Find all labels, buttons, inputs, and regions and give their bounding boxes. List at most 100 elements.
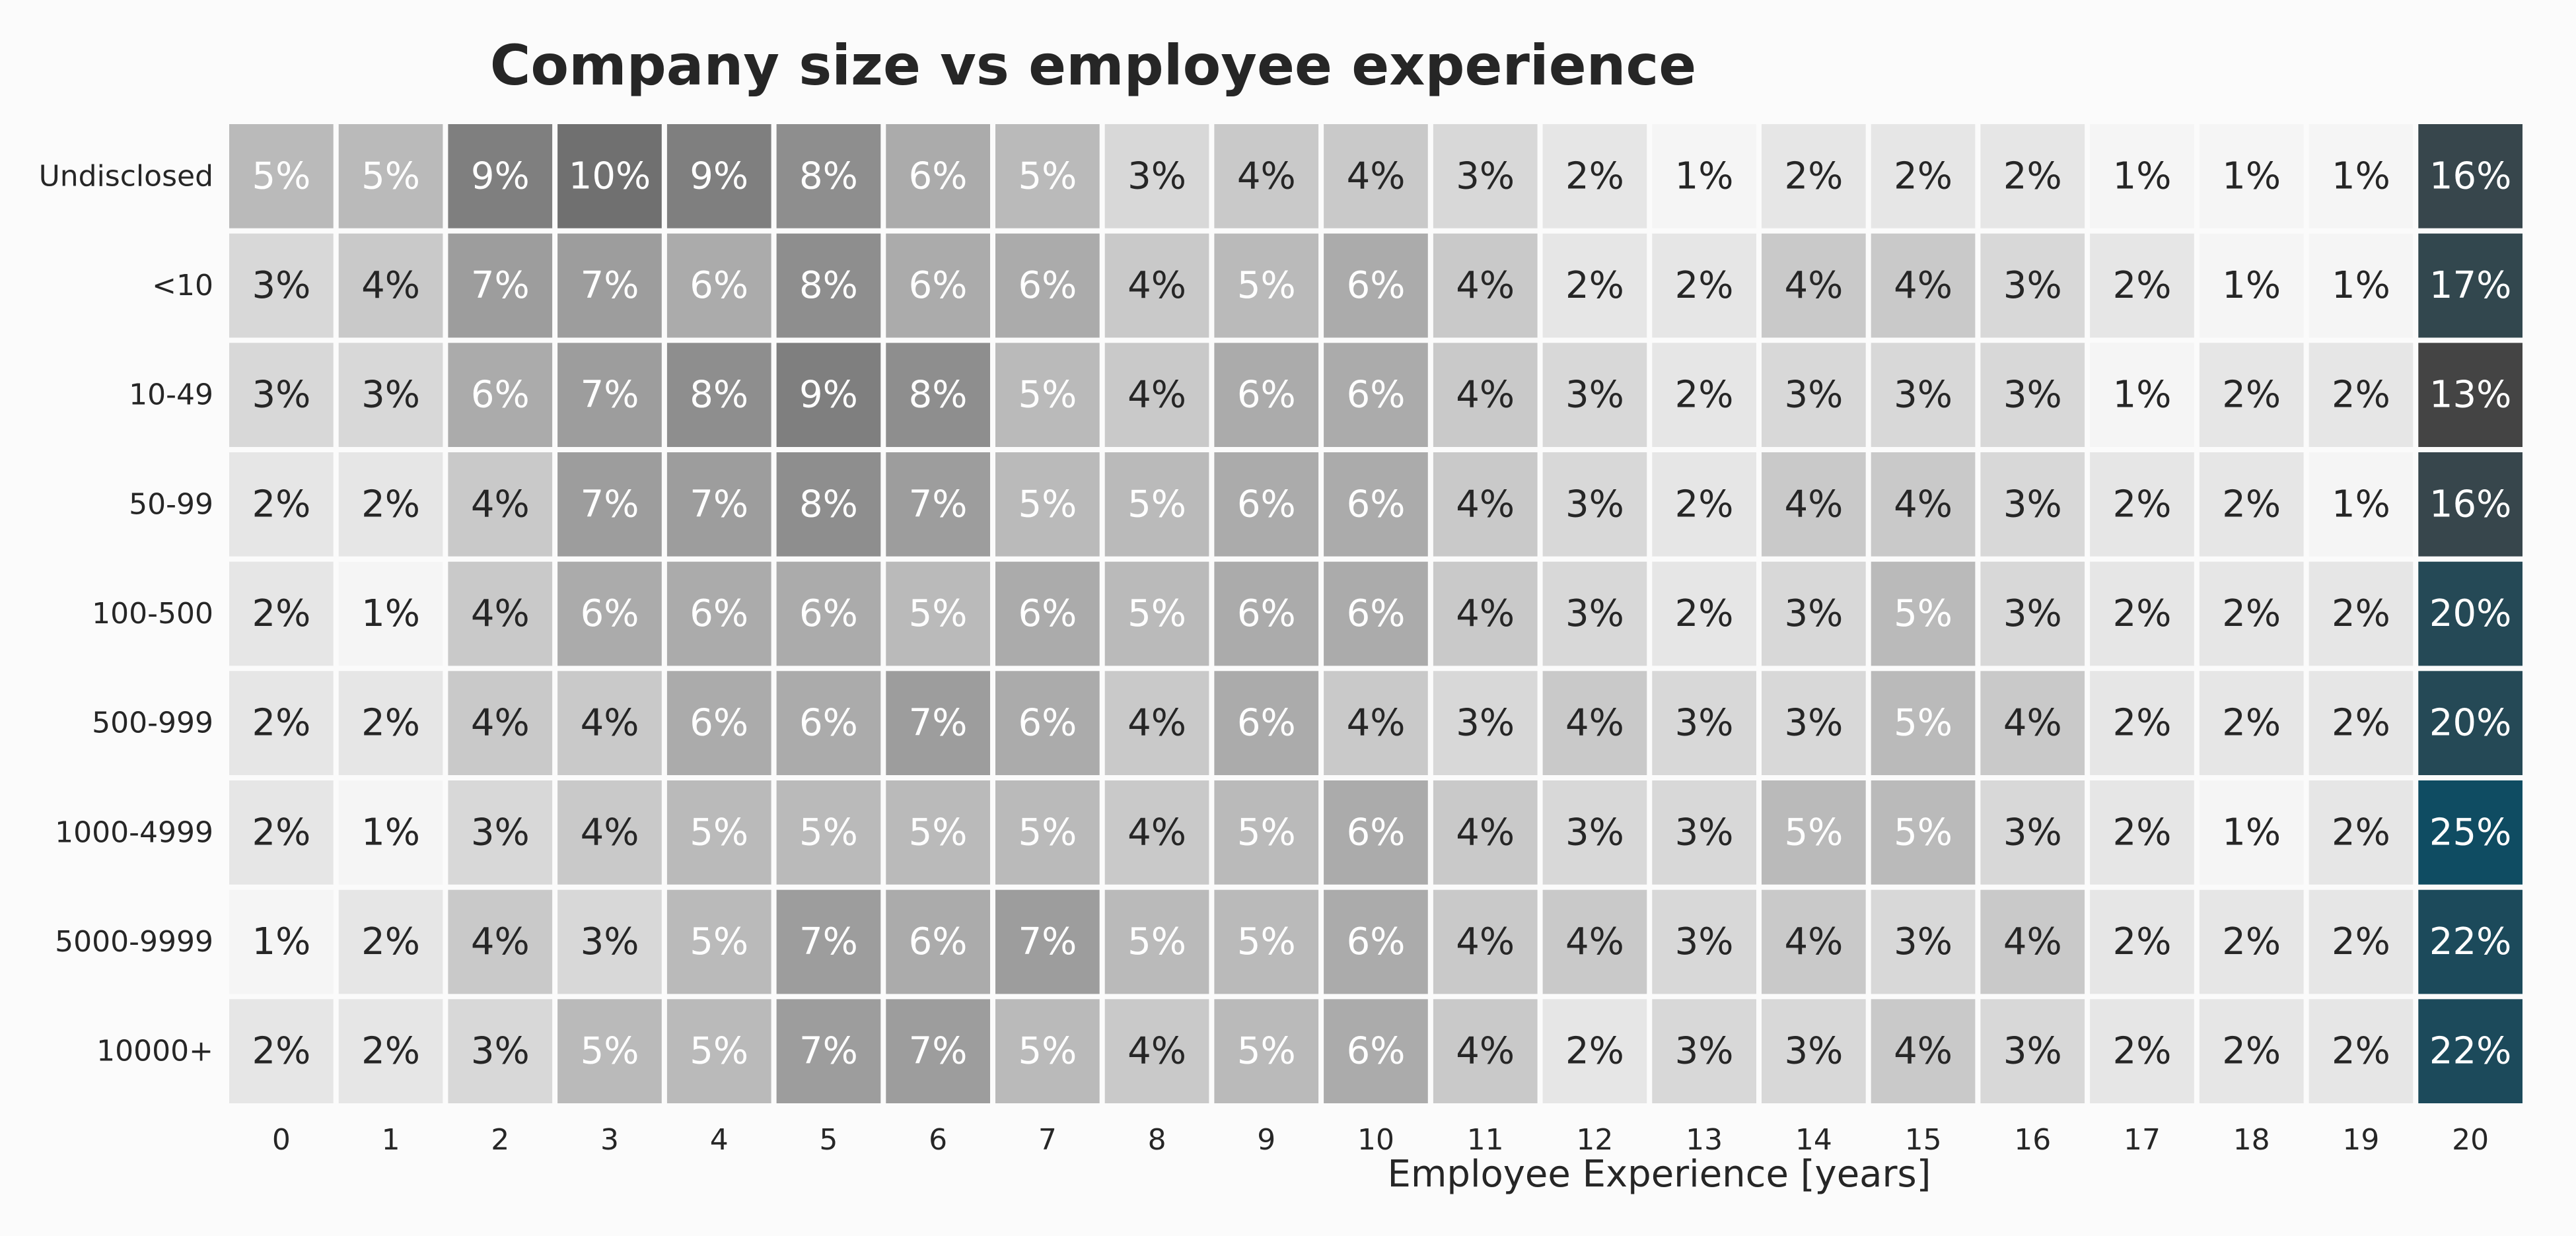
heatmap-cell	[1433, 561, 1538, 666]
heatmap-cell	[1762, 999, 1866, 1103]
heatmap-cell	[1980, 999, 2085, 1103]
cell-value-label: 3%	[361, 374, 420, 417]
cell-value-label: 2%	[2113, 920, 2172, 963]
cell-value-label: 3%	[471, 811, 530, 854]
x-tick-label: 15	[1905, 1123, 1942, 1157]
cell-value-label: 2%	[2113, 811, 2172, 854]
y-tick-label: 5000-9999	[55, 925, 213, 959]
cell-value-label: 25%	[2429, 811, 2511, 854]
heatmap-cell	[557, 343, 662, 447]
cell-value-label: 7%	[909, 483, 968, 526]
heatmap-cell	[2199, 889, 2304, 994]
heatmap-cell	[1652, 780, 1756, 885]
heatmap-cell	[1324, 889, 1428, 994]
heatmap-cell	[1542, 999, 1647, 1103]
cell-value-label: 2%	[1894, 154, 1952, 197]
cell-value-label: 1%	[2222, 264, 2281, 307]
cell-value-label: 2%	[2222, 592, 2281, 635]
cell-value-label: 3%	[2003, 811, 2062, 854]
cell-value-label: 2%	[361, 702, 420, 745]
cell-value-label: 3%	[1127, 154, 1186, 197]
heatmap-cell	[776, 233, 881, 338]
heatmap-cell	[229, 671, 334, 775]
cell-value-label: 2%	[361, 920, 420, 963]
heatmap-cell	[1542, 452, 1647, 557]
heatmap-cell	[776, 780, 881, 885]
cell-value-label: 8%	[909, 374, 968, 417]
cell-value-label: 4%	[1347, 702, 1406, 745]
cell-value-label: 4%	[2003, 702, 2062, 745]
x-axis-tick-labels: 0 1 2 3 4 5 6 7 8 9 10 11 12 13 14 15 16 17 18 19 20	[272, 1123, 2489, 1157]
cell-value-label: 7%	[909, 702, 968, 745]
x-tick-label: 18	[2233, 1123, 2270, 1157]
cell-value-label: 2%	[2222, 920, 2281, 963]
heatmap-cell	[886, 452, 990, 557]
cell-value-label: 3%	[1894, 920, 1952, 963]
heatmap-cell	[776, 671, 881, 775]
x-tick-label: 5	[819, 1123, 838, 1157]
heatmap-cell	[1104, 452, 1209, 557]
cell-value-label: 2%	[2003, 154, 2062, 197]
heatmap-cell	[1652, 999, 1756, 1103]
heatmap-cell	[2308, 343, 2414, 447]
cell-value-label: 3%	[1456, 702, 1515, 745]
cell-value-label: 2%	[1565, 264, 1624, 307]
heatmap-cell	[1871, 343, 1976, 447]
cell-value-label: 16%	[2429, 154, 2511, 197]
heatmap-cell	[1980, 671, 2085, 775]
cell-value-label: 2%	[2332, 592, 2390, 635]
cell-value-label: 6%	[799, 592, 858, 635]
y-tick-label: 1000-4999	[55, 815, 213, 849]
heatmap-cell	[2199, 343, 2304, 447]
heatmap-cell	[776, 889, 881, 994]
cell-value-label: 4%	[471, 592, 530, 635]
heatmap-cell	[1762, 561, 1866, 666]
cell-value-label: 2%	[252, 1030, 310, 1073]
cell-value-label: 5%	[1018, 811, 1077, 854]
cell-value-label: 4%	[1784, 920, 1843, 963]
cell-value-label: 4%	[1894, 264, 1952, 307]
heatmap-cell	[1104, 671, 1209, 775]
heatmap-cell	[1433, 452, 1538, 557]
heatmap-cell	[1542, 233, 1647, 338]
heatmap-cell	[1542, 343, 1647, 447]
heatmap-cell	[1542, 671, 1647, 775]
heatmap-cell	[666, 561, 771, 666]
cell-value-label: 6%	[690, 702, 748, 745]
cell-value-label: 4%	[471, 483, 530, 526]
heatmap-cell	[886, 561, 990, 666]
cell-value-label: 7%	[581, 483, 639, 526]
heatmap-cell	[1871, 671, 1976, 775]
cell-value-label: 7%	[799, 1030, 858, 1073]
heatmap-cell	[776, 452, 881, 557]
heatmap-cell	[886, 889, 990, 994]
cell-value-label: 9%	[471, 154, 530, 197]
heatmap-cell	[2199, 124, 2304, 228]
x-tick-label: 7	[1038, 1123, 1057, 1157]
cell-value-label: 2%	[361, 483, 420, 526]
chart-title: Company size vs employee experience	[490, 33, 1696, 98]
cell-value-label: 3%	[1675, 811, 1734, 854]
heatmap-cell	[1652, 561, 1756, 666]
cell-value-label: 5%	[1018, 1030, 1077, 1073]
cell-value-label: 9%	[799, 374, 858, 417]
cell-value-label: 3%	[2003, 483, 2062, 526]
heatmap-cell	[2199, 780, 2304, 885]
heatmap-cell	[1980, 561, 2085, 666]
heatmap-cell	[1324, 671, 1428, 775]
cell-value-label: 5%	[1127, 483, 1186, 526]
x-tick-label: 3	[600, 1123, 619, 1157]
heatmap-cell	[666, 889, 771, 994]
x-tick-label: 9	[1257, 1123, 1275, 1157]
heatmap-cell	[1433, 671, 1538, 775]
heatmap-cell	[557, 233, 662, 338]
heatmap-cell	[666, 233, 771, 338]
cell-value-label: 1%	[361, 811, 420, 854]
cell-value-label: 3%	[252, 264, 310, 307]
x-tick-label: 0	[272, 1123, 291, 1157]
cell-value-label: 6%	[1237, 702, 1296, 745]
heatmap-cell	[2308, 889, 2414, 994]
heatmap-cell	[557, 124, 662, 228]
cell-value-label: 1%	[361, 592, 420, 635]
heatmap-cell	[2308, 452, 2414, 557]
